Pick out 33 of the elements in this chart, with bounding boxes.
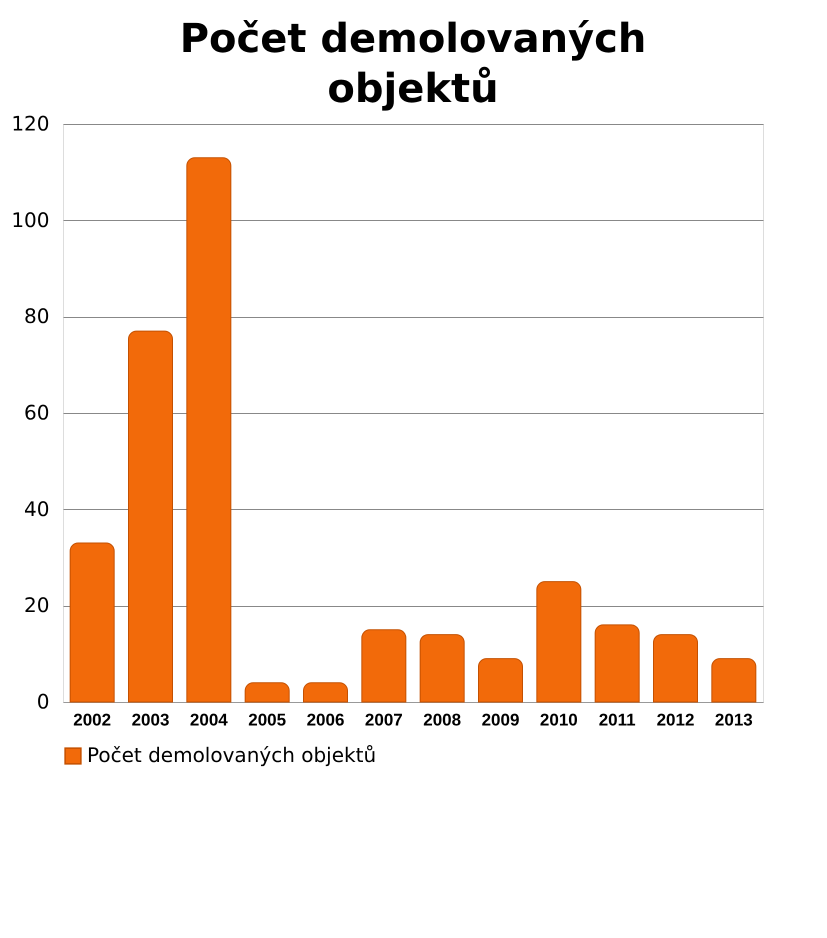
x-tick-label: 2010 xyxy=(540,710,578,730)
x-tick-label: 2013 xyxy=(714,710,753,730)
x-tick-label: 2004 xyxy=(190,710,228,730)
x-tick-label: 2006 xyxy=(306,710,344,730)
bar xyxy=(361,629,406,702)
x-tick-label: 2002 xyxy=(73,710,112,730)
bar xyxy=(303,682,348,702)
chart-title: Počet demolovaných objektů xyxy=(180,16,646,112)
y-tick-label: 60 xyxy=(24,400,50,424)
x-tick-label: 2005 xyxy=(248,710,286,730)
bar xyxy=(711,658,756,702)
x-tick-label: 2012 xyxy=(656,710,694,730)
bar xyxy=(186,157,232,702)
y-tick-label: 0 xyxy=(36,690,50,714)
y-tick-label: 20 xyxy=(24,593,50,618)
y-tick-label: 40 xyxy=(24,496,50,521)
bar xyxy=(653,634,698,702)
bar xyxy=(128,330,173,702)
x-tick-label: 2003 xyxy=(132,710,170,730)
x-tick-label: 2008 xyxy=(423,710,462,730)
x-tick-label: 2009 xyxy=(482,710,520,730)
y-tick-label: 100 xyxy=(11,208,50,232)
bar xyxy=(70,542,115,702)
x-tick-label: 2011 xyxy=(598,710,636,730)
bar xyxy=(478,658,523,702)
bar xyxy=(244,682,290,702)
bar xyxy=(420,634,465,702)
x-tick-label: 2007 xyxy=(364,710,403,730)
legend-label: Počet demolovaných objektů xyxy=(87,743,376,767)
y-tick-label: 120 xyxy=(11,112,50,136)
bar xyxy=(536,581,582,702)
y-tick-label: 80 xyxy=(24,304,50,328)
bar xyxy=(594,624,640,702)
